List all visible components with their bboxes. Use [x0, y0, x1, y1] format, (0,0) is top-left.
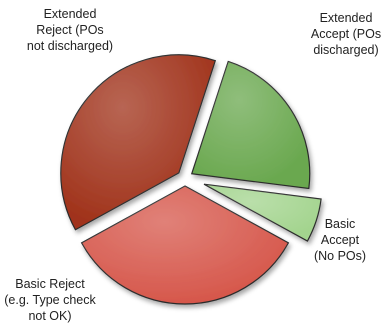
pie-slice-shine-2	[204, 184, 322, 242]
pie-slice-3	[80, 185, 290, 305]
pie-slice-2	[203, 183, 322, 242]
pie-slice-shine-4	[60, 54, 216, 230]
pie-slice-shine-1	[191, 61, 310, 189]
slice-label-4: Extended Reject (POs not discharged)	[27, 7, 113, 53]
pie-slice-shine-3	[81, 186, 289, 304]
slice-label-line: not OK)	[28, 309, 71, 323]
slice-label-line: Accept	[321, 233, 360, 247]
pie-slice-1	[190, 60, 311, 190]
slice-label-3: Basic Reject (e.g. Type check not OK)	[4, 277, 96, 323]
slice-label-line: Basic	[325, 217, 356, 231]
pie-slices	[60, 54, 322, 305]
slice-label-line: Reject (POs	[36, 23, 103, 37]
slice-label-line: Basic Reject	[15, 277, 85, 291]
pie-slice-4	[60, 54, 217, 231]
slice-label-line: Extended	[320, 11, 373, 25]
slice-label-2: Basic Accept (No POs)	[314, 217, 366, 263]
slice-label-line: (e.g. Type check	[4, 293, 96, 307]
slice-label-line: discharged)	[313, 43, 378, 57]
pie-labels: Extended Accept (POs discharged) Basic Accep…	[4, 7, 381, 323]
slice-label-1: Extended Accept (POs discharged)	[311, 11, 381, 57]
slice-label-line: not discharged)	[27, 39, 113, 53]
slice-label-line: Extended	[44, 7, 97, 21]
slice-label-line: (No POs)	[314, 249, 366, 263]
slice-label-line: Accept (POs	[311, 27, 381, 41]
